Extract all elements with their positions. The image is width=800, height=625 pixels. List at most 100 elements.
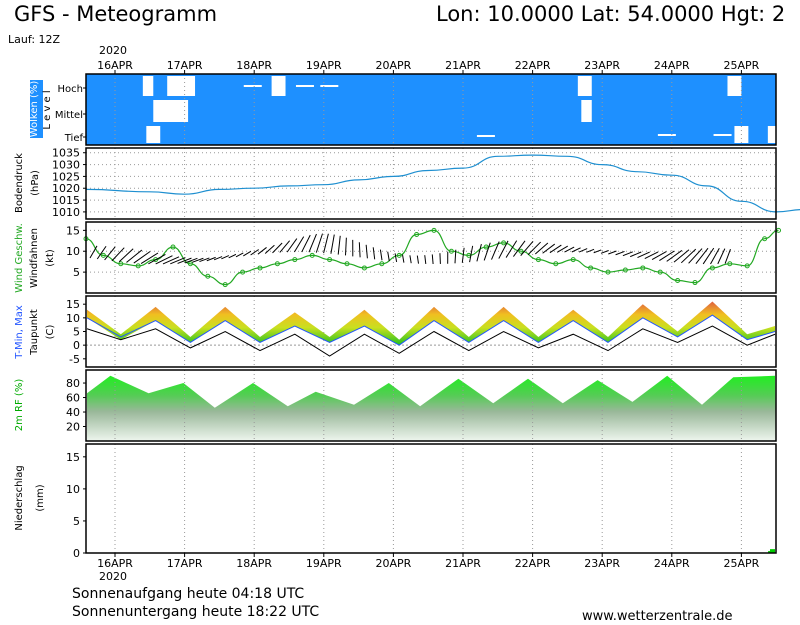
- wind-barb: [264, 244, 275, 254]
- wind-barb: [330, 234, 335, 254]
- precip-bar: [770, 549, 775, 553]
- wind-barb: [409, 255, 412, 264]
- wind-barb: [118, 248, 134, 263]
- wind-speed-point: [535, 257, 541, 263]
- year-label-top: 2020: [99, 44, 127, 57]
- cloud-streak: [295, 85, 314, 87]
- wind-speed-point: [744, 263, 750, 269]
- wind-speed-point: [274, 261, 280, 267]
- wind-speed-point: [518, 248, 524, 254]
- model-run: Lauf: 12Z: [8, 33, 61, 46]
- cloud-streak: [320, 85, 339, 87]
- wind-speed-point: [379, 261, 385, 267]
- temp-range-band: [87, 301, 775, 346]
- wind-barb: [564, 246, 575, 253]
- wind-barb: [491, 241, 500, 260]
- rh-area: [87, 375, 776, 441]
- cloud-streak: [713, 134, 732, 136]
- wind-speed-point: [588, 265, 594, 271]
- wind-speed-point: [727, 261, 733, 267]
- precip-ylabel: Niederschlag: [14, 465, 25, 530]
- rh-panel-frame: [85, 369, 777, 442]
- wind-barb: [133, 251, 151, 264]
- wind-barb: [717, 248, 726, 265]
- wind-barb: [702, 247, 715, 265]
- wind-barb: [666, 250, 683, 262]
- cloud-level-label: Mittel: [55, 110, 83, 121]
- wind-speed-point: [292, 257, 298, 263]
- wind-speed-point: [135, 263, 141, 269]
- wind-speed-point: [501, 240, 507, 246]
- wind-barb: [615, 250, 625, 256]
- cloud-level-label: Tief: [64, 133, 84, 144]
- precip-ylabel-unit: (mm): [35, 484, 46, 511]
- wind-barb: [476, 244, 482, 262]
- wind-barb: [315, 233, 323, 253]
- wind-speed-point: [327, 257, 333, 263]
- wind-barb: [578, 248, 588, 253]
- wind-barb: [286, 238, 298, 253]
- date-label-top: 20APR: [375, 59, 411, 72]
- wind-barb: [622, 251, 633, 257]
- wind-barb: [170, 257, 186, 265]
- rh-y-tick-label: 60: [66, 392, 80, 405]
- wind-barb: [387, 251, 390, 262]
- wind-barb: [600, 250, 609, 254]
- date-label-bottom: 18APR: [236, 557, 272, 570]
- wind-speed-point: [414, 232, 420, 238]
- wind-barb: [345, 237, 347, 256]
- wind-barb: [365, 244, 368, 259]
- wind-barb: [534, 242, 549, 255]
- cloud-gap: [146, 126, 161, 143]
- wind-barb: [586, 248, 595, 253]
- wind-barb: [651, 251, 667, 261]
- cloud-gap: [581, 100, 592, 122]
- pressure-y-tick-label: 1025: [52, 170, 80, 183]
- date-label-top: 24APR: [654, 59, 690, 72]
- wind-barb: [272, 242, 283, 254]
- wind-barb: [243, 250, 252, 257]
- date-label-bottom: 21APR: [445, 557, 481, 570]
- wind-barb: [571, 247, 581, 253]
- wind-speed-point: [153, 257, 159, 263]
- wind-speed-point: [187, 261, 193, 267]
- cloud-panel-frame: [85, 73, 777, 146]
- page-title: GFS - Meteogramm: [14, 2, 218, 26]
- wind-barb: [301, 234, 311, 253]
- wind-speed-point: [205, 273, 211, 279]
- wind-barb: [542, 243, 556, 254]
- cloud-ylabel-side: L e v e l: [42, 90, 53, 129]
- wind-speed-point: [396, 252, 402, 258]
- dewpoint-line: [86, 325, 776, 357]
- temp-y-tick-label: 10: [66, 312, 80, 325]
- temp-ylabel-2: Taupunkt: [29, 309, 40, 356]
- cloud-cover-area: [86, 74, 776, 145]
- wind-barb: [162, 256, 180, 265]
- wind-barb: [724, 248, 731, 264]
- wind-ylabel-unit: (kt): [45, 249, 56, 267]
- cloud-gap: [727, 76, 742, 96]
- wind-speed-point: [118, 261, 124, 267]
- cloud-ylabel: Wolken (%): [29, 81, 40, 138]
- wind-speed-point: [640, 265, 646, 271]
- temp-y-tick-label: -5: [69, 353, 80, 366]
- wind-barb: [512, 240, 526, 257]
- wind-barb: [469, 245, 474, 263]
- date-label-top: 18APR: [236, 59, 272, 72]
- pressure-y-tick-label: 1015: [52, 194, 80, 207]
- wind-barb: [630, 251, 642, 258]
- wind-speed-point: [553, 261, 559, 267]
- wind-barb: [358, 242, 361, 258]
- cloud-gap: [153, 100, 189, 122]
- wind-speed-point: [344, 261, 350, 267]
- cloud-gap: [142, 76, 154, 96]
- precip-y-tick-label: 10: [66, 483, 80, 496]
- location-coords: Lon: 10.0000 Lat: 54.0000 Hgt: 2: [436, 2, 786, 26]
- pressure-y-tick-label: 1010: [52, 206, 80, 219]
- wind-barb: [221, 255, 230, 260]
- wind-speed-line: [85, 229, 779, 286]
- wind-barb: [206, 256, 216, 262]
- wind-barb: [608, 250, 617, 255]
- sunset-text: Sonnenuntergang heute 18:22 UTC: [72, 604, 320, 620]
